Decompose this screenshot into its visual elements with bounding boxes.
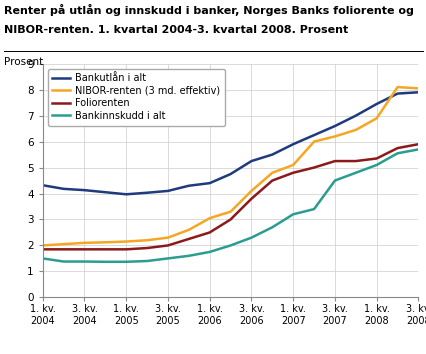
Foliorenten [186, 237, 191, 241]
Bankutlån i alt [269, 153, 274, 157]
Bankutlån i alt [331, 124, 337, 128]
NIBOR-renten (3 md. effektiv) [373, 116, 378, 120]
Bankutlån i alt [82, 188, 87, 192]
Foliorenten [61, 247, 66, 251]
Bankinnskudd i alt [227, 243, 233, 247]
Bankutlån i alt [186, 184, 191, 188]
Bankutlån i alt [248, 159, 253, 163]
NIBOR-renten (3 md. effektiv) [394, 85, 399, 89]
NIBOR-renten (3 md. effektiv) [165, 235, 170, 240]
Line: Bankutlån i alt: Bankutlån i alt [43, 92, 417, 194]
NIBOR-renten (3 md. effektiv) [331, 134, 337, 138]
Bankinnskudd i alt [40, 256, 45, 261]
NIBOR-renten (3 md. effektiv) [207, 216, 212, 220]
NIBOR-renten (3 md. effektiv) [415, 86, 420, 91]
Foliorenten [227, 217, 233, 222]
NIBOR-renten (3 md. effektiv) [124, 239, 129, 244]
Bankinnskudd i alt [165, 256, 170, 261]
Foliorenten [415, 142, 420, 146]
NIBOR-renten (3 md. effektiv) [103, 240, 108, 245]
Line: Foliorenten: Foliorenten [43, 144, 417, 249]
Bankutlån i alt [227, 172, 233, 176]
Bankutlån i alt [61, 187, 66, 191]
Bankinnskudd i alt [311, 207, 316, 211]
Bankutlån i alt [311, 133, 316, 137]
Bankutlån i alt [40, 183, 45, 187]
Bankutlån i alt [103, 190, 108, 194]
Bankinnskudd i alt [394, 151, 399, 155]
Bankutlån i alt [394, 91, 399, 96]
Bankutlån i alt [124, 192, 129, 196]
Bankinnskudd i alt [144, 259, 149, 263]
Bankinnskudd i alt [331, 178, 337, 183]
Bankinnskudd i alt [207, 250, 212, 254]
Bankinnskudd i alt [124, 260, 129, 264]
Foliorenten [124, 247, 129, 251]
Legend: Bankutlån i alt, NIBOR-renten (3 md. effektiv), Foliorenten, Bankinnskudd i alt: Bankutlån i alt, NIBOR-renten (3 md. eff… [47, 69, 224, 126]
Bankinnskudd i alt [248, 235, 253, 240]
NIBOR-renten (3 md. effektiv) [290, 163, 295, 167]
Foliorenten [248, 196, 253, 201]
NIBOR-renten (3 md. effektiv) [144, 238, 149, 242]
Bankutlån i alt [144, 190, 149, 195]
Bankinnskudd i alt [103, 260, 108, 264]
Foliorenten [207, 230, 212, 235]
NIBOR-renten (3 md. effektiv) [248, 189, 253, 193]
NIBOR-renten (3 md. effektiv) [186, 228, 191, 232]
Text: Renter på utlån og innskudd i banker, Norges Banks foliorente og: Renter på utlån og innskudd i banker, No… [4, 4, 413, 16]
Foliorenten [311, 165, 316, 170]
Foliorenten [269, 178, 274, 183]
NIBOR-renten (3 md. effektiv) [269, 171, 274, 175]
Bankinnskudd i alt [373, 163, 378, 167]
Foliorenten [352, 159, 357, 163]
Line: Bankinnskudd i alt: Bankinnskudd i alt [43, 149, 417, 262]
Bankutlån i alt [352, 114, 357, 118]
Text: Prosent: Prosent [4, 57, 43, 67]
Foliorenten [40, 247, 45, 251]
NIBOR-renten (3 md. effektiv) [352, 128, 357, 132]
Line: NIBOR-renten (3 md. effektiv): NIBOR-renten (3 md. effektiv) [43, 87, 417, 245]
Foliorenten [82, 247, 87, 251]
Bankinnskudd i alt [82, 259, 87, 264]
NIBOR-renten (3 md. effektiv) [40, 243, 45, 247]
Foliorenten [373, 156, 378, 161]
NIBOR-renten (3 md. effektiv) [311, 139, 316, 144]
Bankutlån i alt [373, 102, 378, 106]
Foliorenten [394, 146, 399, 150]
NIBOR-renten (3 md. effektiv) [61, 242, 66, 246]
Bankinnskudd i alt [290, 212, 295, 216]
Bankutlån i alt [290, 142, 295, 146]
Bankinnskudd i alt [352, 171, 357, 175]
NIBOR-renten (3 md. effektiv) [82, 241, 87, 245]
Foliorenten [331, 159, 337, 163]
Bankinnskudd i alt [415, 147, 420, 152]
Bankutlån i alt [207, 181, 212, 185]
Foliorenten [144, 246, 149, 250]
Bankutlån i alt [415, 90, 420, 95]
Bankutlån i alt [165, 189, 170, 193]
Bankinnskudd i alt [61, 259, 66, 264]
Foliorenten [290, 171, 295, 175]
Foliorenten [165, 243, 170, 247]
Foliorenten [103, 247, 108, 251]
Bankinnskudd i alt [186, 254, 191, 258]
Bankinnskudd i alt [269, 225, 274, 229]
NIBOR-renten (3 md. effektiv) [227, 210, 233, 214]
Text: NIBOR-renten. 1. kvartal 2004-3. kvartal 2008. Prosent: NIBOR-renten. 1. kvartal 2004-3. kvartal… [4, 25, 348, 35]
